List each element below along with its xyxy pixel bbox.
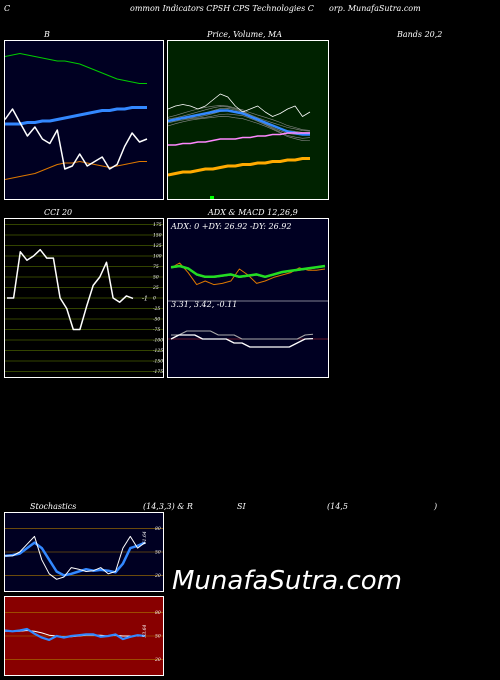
- stoch-tick-label: 50: [155, 550, 161, 556]
- rsi-tick-label: 50: [155, 634, 161, 640]
- macd-signal-line: [171, 330, 314, 340]
- adx-title: ADX & MACD 12,26,9: [208, 208, 298, 217]
- stoch-panel: 80 50 20 61.64: [4, 512, 164, 592]
- bollinger-lower-band: [5, 161, 147, 180]
- ma-line-blue: [168, 109, 310, 136]
- cci-tick-label: 0: [153, 296, 156, 302]
- ma-line: [168, 116, 311, 141]
- stoch-k-line: [5, 535, 146, 580]
- stoch-d-line: [5, 541, 146, 577]
- rsi-svg: 80 50 20 53.64: [5, 610, 163, 663]
- cci-title: CCI 20: [44, 208, 73, 217]
- macd-line: [170, 334, 314, 348]
- bollinger-title: B: [44, 30, 50, 39]
- bollinger-price-line: [5, 108, 148, 170]
- price-title: Price, Volume, MA: [207, 30, 283, 39]
- cci-tick-label: 175: [153, 222, 162, 228]
- cci-tick-label: -75: [153, 327, 160, 333]
- cci-tick-label: -150: [153, 359, 163, 365]
- cci-tick-label: -100: [153, 338, 163, 344]
- macd-values: 3.31, 3.42, -0.11: [171, 300, 238, 309]
- cci-panel: 175 150 125 100 75 50 25 0 -25 -50 -75 -100 -125 -150…: [4, 218, 164, 378]
- rsi-tick-label: 80: [155, 610, 161, 616]
- ma-line: [168, 113, 311, 139]
- stoch-value-label: 61.64: [142, 531, 148, 544]
- rsi-title: SI: [237, 502, 246, 511]
- volume-bar: [210, 196, 214, 199]
- rsi-line: [5, 627, 146, 642]
- adx-minus-di-line: [170, 264, 326, 279]
- ma-line-pink: [168, 132, 310, 146]
- header-title-part2: orp. MunafaSutra.com: [329, 4, 421, 13]
- bollinger-panel: [4, 40, 164, 200]
- rsi-params: (14,5: [327, 502, 348, 511]
- cci-tick-label: 75: [153, 264, 159, 270]
- rsi-panel: 80 50 20 53.64: [4, 596, 164, 676]
- stoch-params: (14,3,3) & R: [143, 502, 193, 511]
- cci-tick-label: 50: [153, 275, 159, 281]
- rsi-close: ): [434, 502, 438, 511]
- cci-tick-label: -25: [153, 306, 160, 312]
- cci-svg: 175 150 125 100 75 50 25 0 -25 -50 -75 -100 -125 -150…: [5, 222, 163, 375]
- header-left: C: [4, 4, 11, 13]
- watermark: MunafaSutra.com: [172, 566, 403, 596]
- cci-tick-label: 25: [152, 285, 159, 291]
- rsi-value-label: 53.64: [142, 625, 148, 638]
- adx-svg: [168, 262, 328, 348]
- bollinger-middle-band: [5, 106, 147, 126]
- price-line: [168, 93, 311, 117]
- cci-line: [7, 248, 134, 331]
- adx-panel: ADX: 0 +DY: 26.92 -DY: 26.92 3.31, 3.42,…: [167, 218, 329, 378]
- header-title-part1: ommon Indicators CPSH CPS Technologies C: [130, 4, 314, 13]
- bollinger-svg: [5, 53, 148, 180]
- cci-tick-label: 125: [153, 243, 162, 249]
- cci-tick-label: -125: [153, 348, 163, 354]
- bollinger-upper-band: [5, 53, 147, 84]
- stoch-tick-label: 80: [155, 526, 161, 532]
- adx-values: ADX: 0 +DY: 26.92 -DY: 26.92: [171, 222, 292, 231]
- stoch-tick-label: 20: [154, 573, 161, 579]
- price-svg: [168, 93, 311, 199]
- cci-tick-label: 150: [153, 233, 162, 239]
- ma-line: [168, 106, 311, 132]
- cci-tick-label: -50: [153, 317, 160, 323]
- ma-line-orange: [168, 157, 310, 177]
- bands-title: Bands 20,2: [397, 30, 443, 39]
- cci-tick-label: 100: [153, 254, 162, 260]
- stoch-svg: 80 50 20 61.64: [5, 526, 163, 580]
- price-panel: [167, 40, 329, 200]
- stoch-title: Stochastics: [30, 502, 77, 511]
- cci-value-label: -1: [142, 295, 148, 302]
- cci-tick-label: -175: [153, 369, 163, 375]
- rsi-tick-label: 20: [154, 657, 161, 663]
